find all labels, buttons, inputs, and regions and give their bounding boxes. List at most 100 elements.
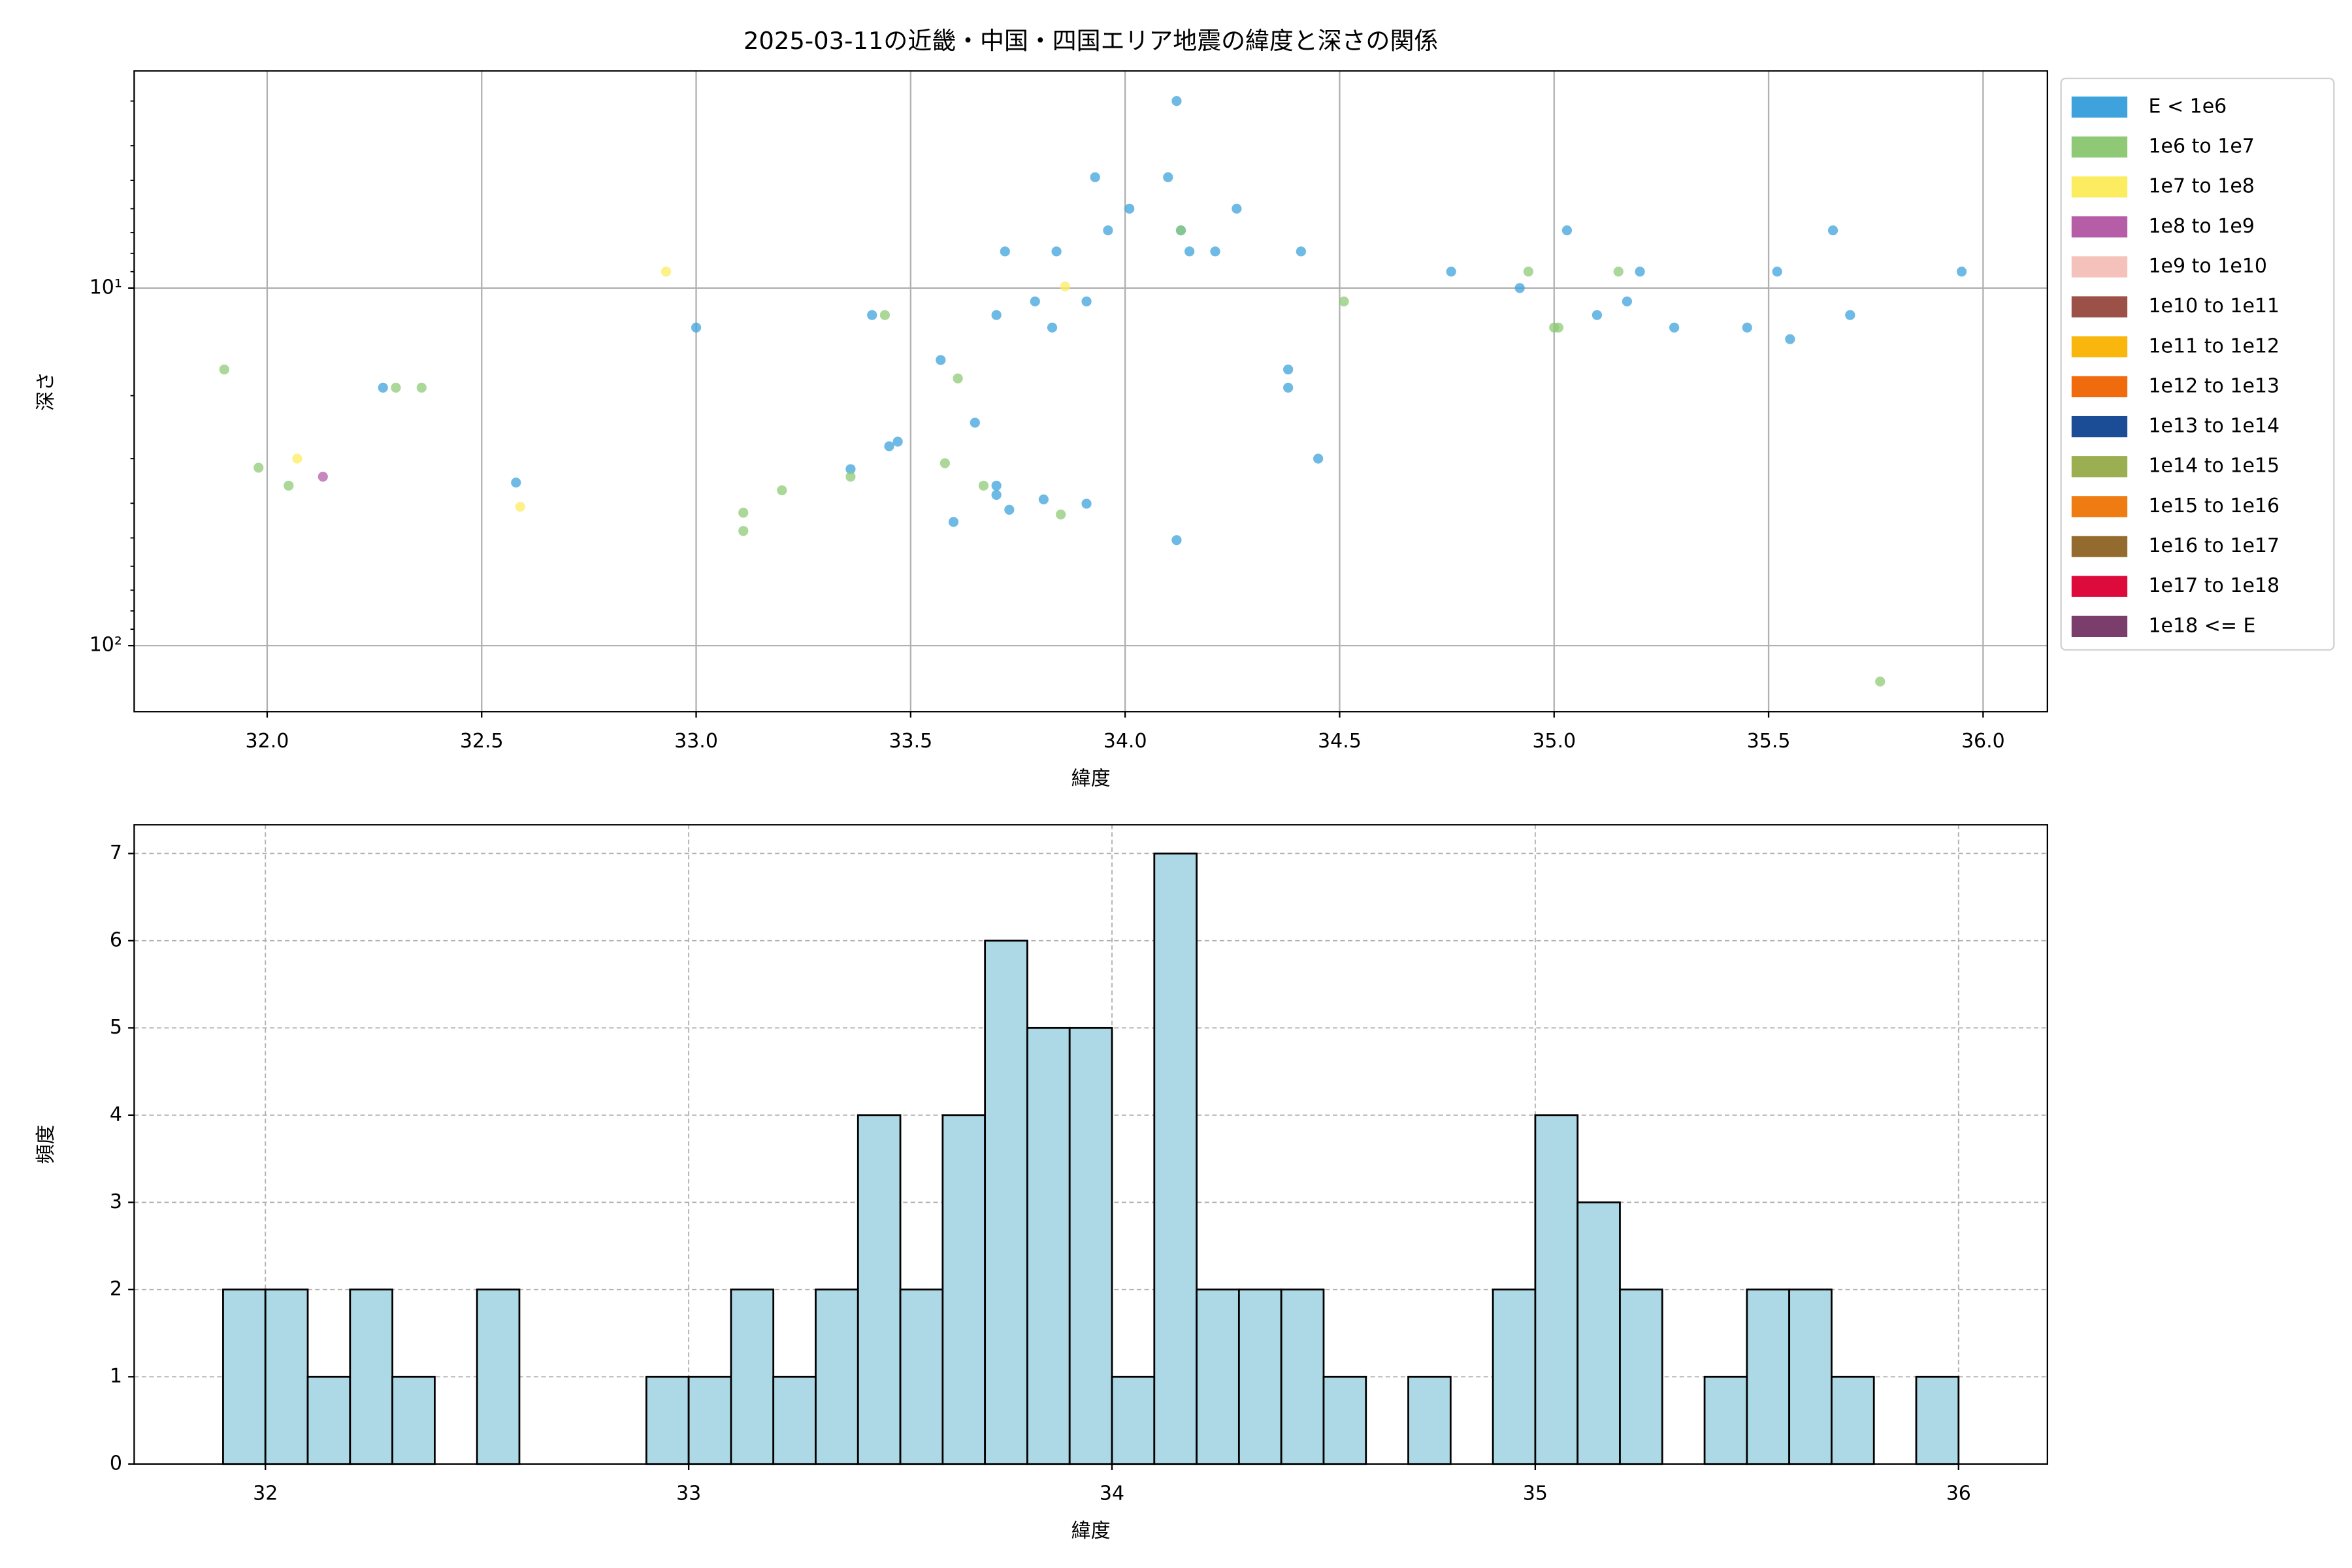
data-point [1523, 267, 1533, 277]
histogram-bar [222, 1288, 267, 1465]
legend-label: 1e18 <= E [2148, 614, 2255, 637]
data-point [1060, 281, 1070, 292]
x-axis-label: 緯度 [1071, 768, 1111, 791]
data-point [1056, 509, 1066, 520]
data-point [1613, 267, 1624, 277]
data-point [777, 485, 787, 496]
x-tick-label: 35.0 [1532, 730, 1576, 753]
legend-swatch [2071, 296, 2128, 318]
data-point [892, 436, 903, 447]
data-point [318, 472, 328, 482]
data-point [1184, 246, 1195, 257]
legend-swatch [2071, 176, 2128, 198]
histogram-bar [815, 1288, 859, 1465]
histogram-bar [1788, 1288, 1833, 1465]
data-point [978, 480, 989, 491]
data-point [879, 310, 890, 320]
legend-swatch [2071, 96, 2128, 118]
legend-label: 1e8 to 1e9 [2148, 215, 2254, 238]
data-point [1004, 504, 1015, 515]
legend-frame [2060, 77, 2335, 651]
legend-swatch [2071, 376, 2128, 398]
data-point [948, 517, 959, 527]
legend-swatch [2071, 496, 2128, 517]
data-point [953, 373, 963, 384]
data-point [1171, 535, 1182, 546]
x-tick-label: 35 [1523, 1482, 1548, 1505]
legend-label: 1e13 to 1e14 [2148, 415, 2279, 438]
data-point [292, 453, 302, 464]
histogram-bar [984, 939, 1028, 1465]
legend-label: 1e14 to 1e15 [2148, 455, 2279, 478]
data-point [1038, 494, 1049, 504]
x-tick-label: 36.0 [1961, 730, 2005, 753]
data-point [1210, 246, 1220, 257]
y-tick-label: 6 [110, 928, 122, 951]
legend-label: E < 1e6 [2148, 95, 2227, 118]
legend-label: 1e16 to 1e17 [2148, 534, 2279, 557]
x-tick-label: 33.0 [674, 730, 718, 753]
histogram-bar [349, 1288, 393, 1465]
data-point [845, 472, 856, 482]
data-point [1090, 172, 1100, 182]
x-tick-label: 34.5 [1318, 730, 1362, 753]
histogram-bar [645, 1375, 690, 1465]
x-tick-label: 34.0 [1103, 730, 1147, 753]
histogram-bar [1746, 1288, 1791, 1465]
data-point [1875, 676, 1886, 687]
legend-swatch [2071, 256, 2128, 278]
histogram-bar [1534, 1114, 1579, 1465]
chart-title: 2025-03-11の近畿・中国・四国エリア地震の緯度と深さの関係 [743, 27, 1438, 55]
x-tick-label: 33 [676, 1482, 701, 1505]
histogram-bar [941, 1114, 987, 1465]
data-point [219, 364, 229, 375]
legend-swatch [2071, 136, 2128, 158]
y-tick-label: 3 [110, 1190, 122, 1213]
legend-label: 1e11 to 1e12 [2148, 335, 2279, 357]
legend-label: 1e17 to 1e18 [2148, 574, 2279, 597]
data-point [1047, 322, 1058, 333]
x-tick-label: 36 [1946, 1482, 1971, 1505]
histogram-bar [264, 1288, 309, 1465]
y-tick-label: 1 [110, 1365, 122, 1388]
legend-label: 1e15 to 1e16 [2148, 495, 2279, 517]
y-tick-label: 0 [110, 1452, 122, 1475]
histogram-bar [730, 1288, 775, 1465]
data-point [253, 463, 264, 473]
data-point [1313, 453, 1324, 464]
legend-swatch [2071, 536, 2128, 557]
y-tick-label: 10² [90, 634, 122, 657]
x-tick-label: 34 [1100, 1482, 1124, 1505]
histogram-bar [857, 1114, 902, 1465]
legend-label: 1e10 to 1e11 [2148, 295, 2279, 318]
histogram-bar [1703, 1375, 1748, 1465]
legend-swatch [2071, 216, 2128, 238]
data-point [1081, 498, 1092, 509]
y-axis-label: 頻度 [35, 1125, 57, 1164]
data-point [991, 310, 1002, 320]
y-tick-label: 7 [110, 841, 122, 864]
data-point [1103, 225, 1113, 236]
data-point [936, 355, 946, 365]
x-tick-label: 32.0 [246, 730, 289, 753]
legend-swatch [2071, 576, 2128, 597]
histogram-bar [1026, 1026, 1071, 1465]
data-point [1446, 267, 1456, 277]
data-point [1283, 364, 1294, 375]
histogram-bar [1407, 1375, 1452, 1465]
data-point [1669, 322, 1680, 333]
data-point [845, 464, 856, 474]
histogram-bar [772, 1375, 817, 1465]
data-point [515, 502, 525, 512]
y-axis-label: 深さ [35, 372, 57, 411]
data-point [391, 382, 401, 393]
data-point [1772, 267, 1782, 277]
histogram-bar [1068, 1026, 1113, 1465]
axes-frame [133, 824, 2048, 1465]
data-point [1514, 283, 1525, 293]
data-point [738, 508, 749, 518]
histogram-bar [1280, 1288, 1325, 1465]
data-point [884, 441, 894, 451]
